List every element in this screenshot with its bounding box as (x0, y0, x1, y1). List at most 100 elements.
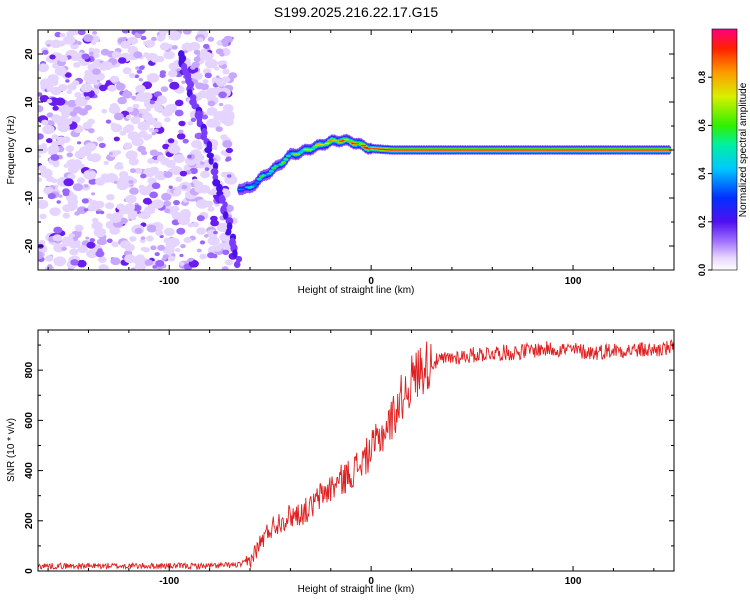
noise-blob (92, 52, 100, 58)
noise-blob (61, 246, 67, 251)
noise-blob (151, 199, 164, 209)
noise-blob (74, 211, 80, 216)
noise-blob (180, 244, 186, 249)
noise-blob (67, 173, 76, 180)
noise-blob (162, 143, 170, 150)
noise-blob (105, 173, 118, 182)
noise-blob (160, 86, 169, 92)
streak-blob (208, 157, 214, 165)
noise-blob (77, 245, 88, 254)
noise-blob (173, 200, 180, 206)
noise-blob (42, 124, 55, 135)
noise-blob (77, 141, 82, 145)
noise-blob (217, 222, 230, 233)
x-tick-label: -100 (159, 576, 179, 587)
noise-blob (83, 169, 97, 180)
noise-blob (181, 80, 186, 84)
noise-blob (72, 159, 82, 167)
noise-blob (147, 177, 157, 185)
noise-blob (187, 154, 192, 159)
noise-blob (38, 251, 44, 260)
noise-blob (187, 121, 194, 126)
noise-blob (53, 162, 60, 168)
noise-blob (109, 214, 122, 224)
noise-blob (157, 36, 164, 42)
noise-blob (65, 145, 75, 153)
noise-blob (84, 104, 92, 111)
noise-blob (130, 116, 141, 125)
noise-blob (46, 138, 53, 144)
noise-blob (134, 74, 140, 79)
noise-blob (70, 42, 79, 50)
ridge-cell (353, 143, 359, 145)
ridge-cell (285, 155, 291, 157)
noise-blob (69, 111, 77, 117)
colorbar-label: Normalized spectral amplitude (738, 82, 749, 217)
noise-blob (157, 244, 166, 251)
noise-blob (106, 238, 113, 244)
noise-blob (134, 167, 143, 174)
noise-blob (124, 254, 136, 264)
noise-blob (139, 186, 152, 196)
ridge-cell (297, 151, 304, 154)
noise-blob (155, 225, 163, 232)
noise-blob (66, 152, 74, 158)
ridge-cell (312, 146, 318, 148)
noise-blob (174, 109, 184, 117)
noise-blob (73, 62, 81, 68)
noise-blob (156, 95, 167, 103)
noise-blob (86, 241, 96, 249)
noise-blob (222, 42, 229, 47)
noise-blob (159, 73, 166, 78)
noise-blob (153, 121, 162, 129)
noise-blob (40, 63, 47, 69)
noise-blob (38, 92, 43, 97)
noise-blob (135, 84, 146, 93)
noise-blob (196, 215, 205, 222)
noise-blob (120, 40, 131, 49)
noise-blob (72, 80, 80, 86)
noise-blob (140, 246, 147, 252)
ridge-cell (307, 149, 313, 151)
noise-blob (155, 259, 165, 267)
noise-blob (149, 149, 159, 156)
noise-blob (149, 191, 159, 199)
noise-blob (42, 49, 49, 55)
noise-blob (115, 82, 126, 91)
streak-blob (232, 249, 238, 258)
noise-blob (132, 103, 140, 109)
colorbar-tick-label: 0.4 (697, 167, 707, 180)
noise-blob (136, 30, 146, 34)
noise-blob (39, 213, 47, 220)
noise-blob (204, 58, 218, 69)
noise-blob (196, 248, 202, 253)
noise-blob (82, 121, 93, 130)
y-tick-label: 0 (24, 568, 35, 574)
noise-blob (88, 178, 97, 185)
noise-blob (88, 168, 93, 172)
noise-blob (167, 69, 178, 78)
noise-blob (138, 78, 143, 82)
noise-blob (221, 109, 235, 120)
noise-blob (191, 140, 202, 149)
noise-blob (129, 168, 137, 174)
noise-blob (53, 226, 63, 234)
noise-blob (67, 99, 77, 108)
noise-blob (111, 241, 119, 248)
noise-blob (54, 66, 67, 76)
noise-blob (91, 192, 96, 196)
noise-blob (46, 43, 51, 47)
noise-blob (77, 206, 88, 215)
noise-blob (199, 253, 207, 260)
noise-blob (83, 34, 94, 42)
noise-blob (74, 96, 88, 107)
noise-blob (134, 227, 143, 234)
x-tick-label: 100 (565, 276, 582, 287)
noise-blob (39, 95, 49, 103)
noise-blob (121, 30, 130, 34)
streak-blob (206, 152, 214, 159)
noise-blob (47, 193, 56, 200)
noise-blob (38, 177, 43, 182)
noise-blob (159, 30, 168, 36)
noise-blob (98, 256, 107, 263)
